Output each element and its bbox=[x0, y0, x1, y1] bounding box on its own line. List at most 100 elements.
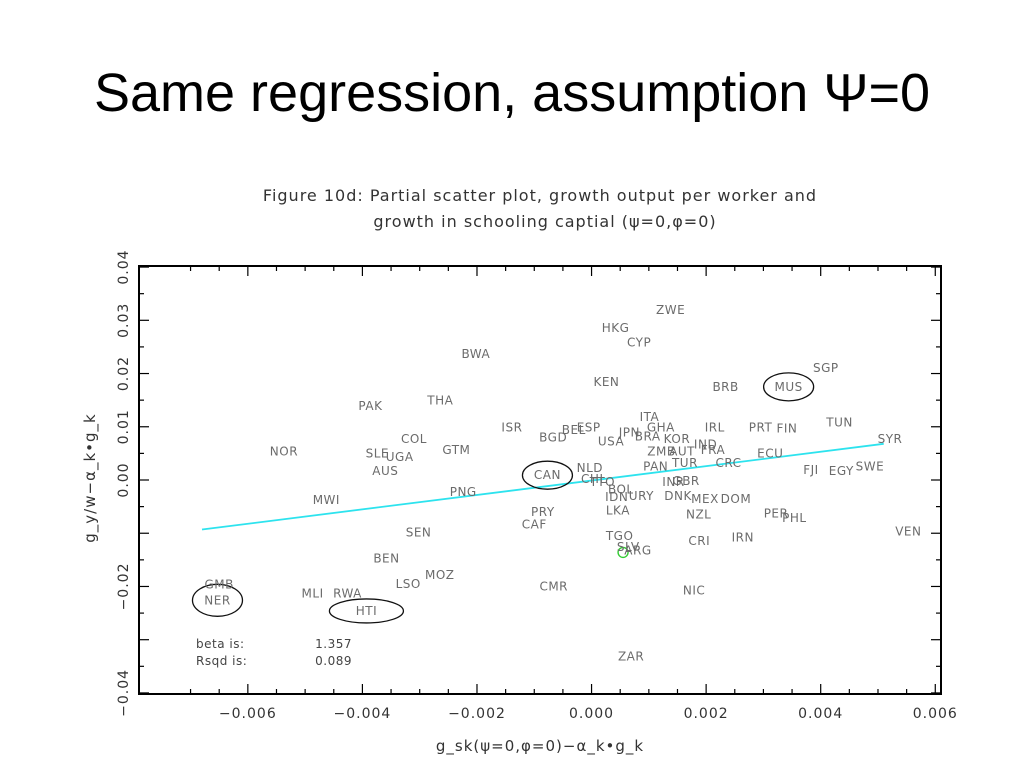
point-bra: BRA bbox=[635, 429, 661, 443]
point-hkg: HKG bbox=[602, 321, 630, 335]
y-axis-label: g_y/w−α_k•g_k bbox=[81, 413, 100, 542]
y-tick-label: 0.03 bbox=[116, 303, 132, 338]
point-aut: AUT bbox=[669, 444, 695, 458]
point-col: COL bbox=[401, 432, 427, 446]
point-swe: SWE bbox=[856, 460, 885, 474]
point-dnk: DNK bbox=[664, 489, 692, 503]
x-tick-label: −0.004 bbox=[334, 706, 392, 722]
point-cri: CRI bbox=[688, 534, 710, 548]
circle-mus bbox=[762, 372, 815, 402]
point-phl: PHL bbox=[782, 511, 806, 525]
point-tur: TUR bbox=[671, 456, 698, 470]
point-zmb: ZMB bbox=[647, 444, 675, 458]
x-tick-label: 0.006 bbox=[913, 706, 958, 722]
point-nld: NLD bbox=[577, 461, 603, 475]
point-isr: ISR bbox=[501, 420, 522, 434]
point-pry: PRY bbox=[531, 505, 555, 519]
point-nzl: NZL bbox=[686, 508, 711, 522]
point-arg: ARG bbox=[624, 543, 651, 557]
x-tick-label: −0.006 bbox=[219, 706, 277, 722]
point-syr: SYR bbox=[878, 432, 903, 446]
point-tun: TUN bbox=[825, 416, 853, 430]
point-jpn: JPN bbox=[618, 426, 640, 440]
x-tick-label: 0.002 bbox=[684, 706, 729, 722]
point-fin: FIN bbox=[776, 421, 797, 435]
fit-line bbox=[201, 442, 884, 531]
point-ner: NER bbox=[204, 593, 230, 607]
y-tick-label: 0.02 bbox=[116, 356, 132, 391]
axis-ticks bbox=[139, 266, 941, 694]
point-ken: KEN bbox=[593, 375, 619, 389]
point-dom: DOM bbox=[721, 492, 752, 506]
point-tto: TTO bbox=[589, 475, 615, 489]
stat-label: beta is: bbox=[196, 637, 245, 651]
axis-labels: g_sk(ψ=0,φ=0)−α_k•g_k g_y/w−α_k•g_k bbox=[81, 413, 644, 756]
regression-stats: beta is: 1.357 Rsqd is: 0.089 bbox=[196, 637, 352, 668]
point-nor: NOR bbox=[270, 444, 298, 458]
point-mus: MUS bbox=[774, 380, 802, 394]
point-png: PNG bbox=[450, 485, 477, 499]
point-bel: BEL bbox=[562, 423, 586, 437]
point-ven: VEN bbox=[895, 525, 921, 539]
point-bwa: BWA bbox=[461, 347, 490, 361]
point-rwa: RWA bbox=[333, 586, 362, 600]
figure-title-line: Figure 10d: Partial scatter plot, growth… bbox=[263, 186, 817, 205]
point-crc: CRC bbox=[715, 456, 741, 470]
x-tick-label: 0.004 bbox=[798, 706, 843, 722]
point-esp: ESP bbox=[577, 420, 601, 434]
point-pak: PAK bbox=[358, 399, 383, 413]
point-fra: FRA bbox=[701, 443, 726, 457]
fit-line-group bbox=[201, 442, 884, 531]
point-lso: LSO bbox=[396, 577, 421, 591]
x-tick-label: 0.000 bbox=[569, 706, 614, 722]
figure-title-line: growth in schooling captial (ψ=0,φ=0) bbox=[373, 212, 716, 231]
point-caf: CAF bbox=[522, 518, 547, 532]
point-gha: GHA bbox=[647, 420, 675, 434]
point-sen: SEN bbox=[406, 526, 432, 540]
x-tick-label: −0.002 bbox=[448, 706, 506, 722]
point-gbr: GBR bbox=[672, 474, 699, 488]
point-ecu: ECU bbox=[757, 446, 783, 460]
point-slv: SLV bbox=[617, 540, 640, 554]
point-pan: PAN bbox=[643, 460, 668, 474]
point-ind: IND bbox=[694, 437, 717, 451]
point-gmb: GMB bbox=[205, 577, 234, 591]
point-usa: USA bbox=[598, 435, 625, 449]
point-bgd: BGD bbox=[539, 430, 567, 444]
circled-points bbox=[191, 372, 815, 624]
point-inr: INR bbox=[662, 475, 684, 489]
point-lka: LKA bbox=[606, 503, 630, 517]
point-mwi: MWI bbox=[313, 493, 340, 507]
point-ben: BEN bbox=[373, 551, 399, 565]
point-mli: MLI bbox=[302, 586, 324, 600]
point-tgo: TGO bbox=[605, 529, 634, 543]
y-tick-label: 0.01 bbox=[116, 409, 132, 444]
point-prt: PRT bbox=[749, 420, 773, 434]
point-uga: UGA bbox=[386, 450, 414, 464]
point-sle: SLE bbox=[366, 446, 389, 460]
point-zwe: ZWE bbox=[656, 303, 685, 317]
point-mex: MEX bbox=[691, 492, 719, 506]
point-can: CAN bbox=[534, 468, 561, 482]
point-cmr: CMR bbox=[539, 579, 568, 593]
figure-title: Figure 10d: Partial scatter plot, growth… bbox=[263, 186, 817, 231]
point-chl: CHL bbox=[581, 472, 607, 486]
slide-title: Same regression, assumption Ψ=0 bbox=[93, 63, 931, 123]
circle-hti bbox=[328, 598, 405, 624]
y-tick-label: 0.04 bbox=[116, 249, 132, 284]
point-idn: IDN bbox=[605, 490, 628, 504]
point-ita: ITA bbox=[640, 410, 660, 424]
stat-value: 0.089 bbox=[315, 654, 352, 668]
point-moz: MOZ bbox=[425, 568, 455, 582]
highlight-point bbox=[617, 546, 629, 559]
y-tick-label: −0.04 bbox=[116, 669, 132, 717]
point-nic: NIC bbox=[683, 584, 705, 598]
point-irl: IRL bbox=[705, 420, 725, 434]
circle-ner bbox=[191, 583, 244, 617]
point-kor: KOR bbox=[664, 432, 691, 446]
point-egy: EGY bbox=[829, 464, 854, 478]
x-axis-label: g_sk(ψ=0,φ=0)−α_k•g_k bbox=[436, 737, 644, 756]
point-brb: BRB bbox=[712, 380, 738, 394]
